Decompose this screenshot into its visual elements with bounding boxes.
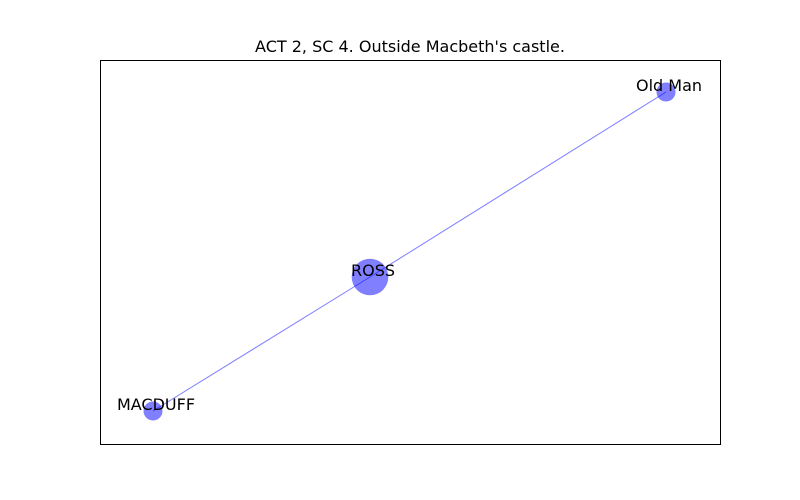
nodes-layer bbox=[143, 82, 676, 421]
node-old-man bbox=[656, 82, 676, 102]
node-label-macduff: MACDUFF bbox=[117, 395, 195, 414]
labels-layer: ROSS Old Man MACDUFF bbox=[117, 76, 702, 414]
edge-ross-macduff bbox=[152, 276, 371, 412]
node-label-ross: ROSS bbox=[351, 261, 395, 280]
node-ross bbox=[351, 258, 389, 296]
diagram-title: ACT 2, SC 4. Outside Macbeth's castle. bbox=[255, 37, 565, 56]
node-label-old-man: Old Man bbox=[636, 76, 702, 95]
plot-frame bbox=[100, 60, 721, 445]
edge-ross-old-man bbox=[369, 91, 667, 278]
node-macduff bbox=[143, 401, 163, 421]
edges-layer bbox=[152, 91, 667, 412]
